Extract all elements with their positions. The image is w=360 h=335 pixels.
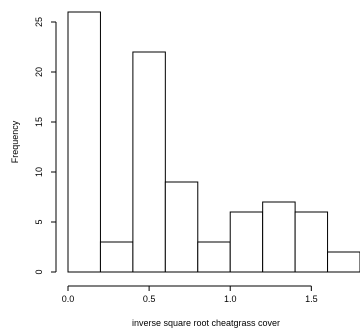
y-axis: 0 5 10 15 20 25	[34, 17, 57, 275]
y-tick-label: 20	[34, 67, 44, 77]
x-tick-label: 0.0	[62, 294, 75, 304]
y-tick-label: 5	[34, 219, 44, 224]
histogram-bar	[262, 201, 296, 273]
y-axis-title: Frequency	[10, 120, 20, 163]
histogram-bar	[229, 211, 264, 273]
bars-group	[67, 11, 360, 273]
x-axis-title: inverse square root cheatgrass cover	[132, 318, 280, 328]
x-axis: 0.0 0.5 1.0 1.5	[62, 285, 318, 304]
x-tick-label: 1.5	[305, 294, 318, 304]
x-tick-label: 0.5	[143, 294, 156, 304]
y-tick-label: 0	[34, 269, 44, 274]
y-tick-label: 25	[34, 17, 44, 27]
y-tick-label: 15	[34, 117, 44, 127]
histogram-bar	[294, 211, 329, 273]
histogram-bar	[132, 51, 166, 273]
histogram-bar	[197, 241, 231, 273]
histogram-bar	[164, 181, 199, 273]
x-tick-label: 1.0	[224, 294, 237, 304]
histogram-bar	[67, 11, 101, 273]
histogram-bar	[99, 241, 134, 273]
y-tick-label: 10	[34, 167, 44, 177]
histogram-bar	[327, 251, 360, 273]
